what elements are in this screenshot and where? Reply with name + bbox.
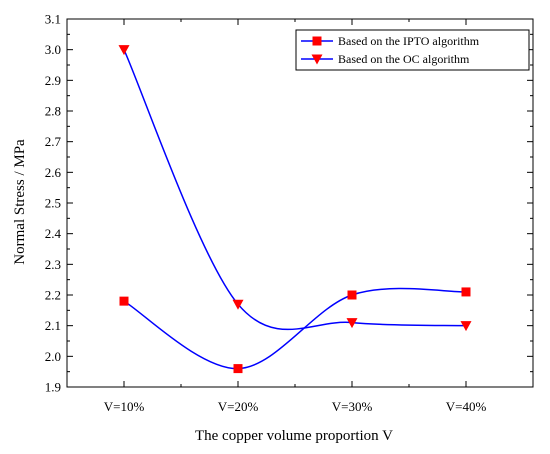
x-tick-label: V=10% — [104, 399, 145, 414]
series-1-point — [347, 290, 357, 300]
legend: Based on the IPTO algorithm Based on the … — [295, 29, 530, 71]
legend-swatch-marker — [312, 36, 322, 46]
y-tick-label: 2.0 — [45, 349, 61, 364]
series-2 — [118, 45, 472, 332]
series-1-point — [119, 296, 129, 306]
series-1-point — [233, 364, 243, 374]
legend-entry-label: Based on the OC algorithm — [338, 52, 470, 66]
y-tick-label: 3.1 — [45, 12, 61, 27]
legend-swatch-marker — [311, 54, 323, 65]
y-tick-label: 2.6 — [45, 165, 62, 180]
y-tick-label: 2.9 — [45, 73, 61, 88]
y-tick-label: 2.5 — [45, 196, 61, 211]
series-2-point — [346, 318, 358, 329]
series-1 — [119, 287, 471, 374]
series-2-point — [460, 321, 472, 332]
series-1-point — [461, 287, 471, 297]
y-tick-label: 2.7 — [45, 134, 62, 149]
legend-entry-label: Based on the IPTO algorithm — [338, 34, 480, 48]
y-tick-label: 2.1 — [45, 318, 61, 333]
series-layer — [118, 45, 472, 374]
x-tick-label: V=40% — [446, 399, 487, 414]
y-tick-label: 1.9 — [45, 380, 61, 395]
y-tick-label: 2.8 — [45, 104, 61, 119]
y-axis: 1.9 2.0 2.1 2.2 2.3 2.4 2.5 2.6 2.7 2.8 2.9 3.0 3.1 — [45, 12, 533, 395]
x-axis-title: The copper volume proportion V — [195, 428, 393, 444]
series-2-line — [123, 49, 467, 331]
series-1-line — [123, 287, 467, 370]
x-axis: V=10% V=20% V=30% V=40% — [104, 19, 487, 414]
legend-box — [295, 29, 530, 71]
y-axis-title: Normal Stress / MPa — [12, 139, 28, 265]
y-tick-label: 3.0 — [45, 42, 61, 57]
y-tick-label: 2.4 — [45, 226, 62, 241]
y-tick-label: 2.3 — [45, 257, 61, 272]
x-tick-label: V=30% — [332, 399, 373, 414]
x-tick-label: V=20% — [218, 399, 259, 414]
series-2-point — [232, 299, 244, 310]
series-2-point — [118, 45, 130, 56]
y-tick-label: 2.2 — [45, 288, 61, 303]
